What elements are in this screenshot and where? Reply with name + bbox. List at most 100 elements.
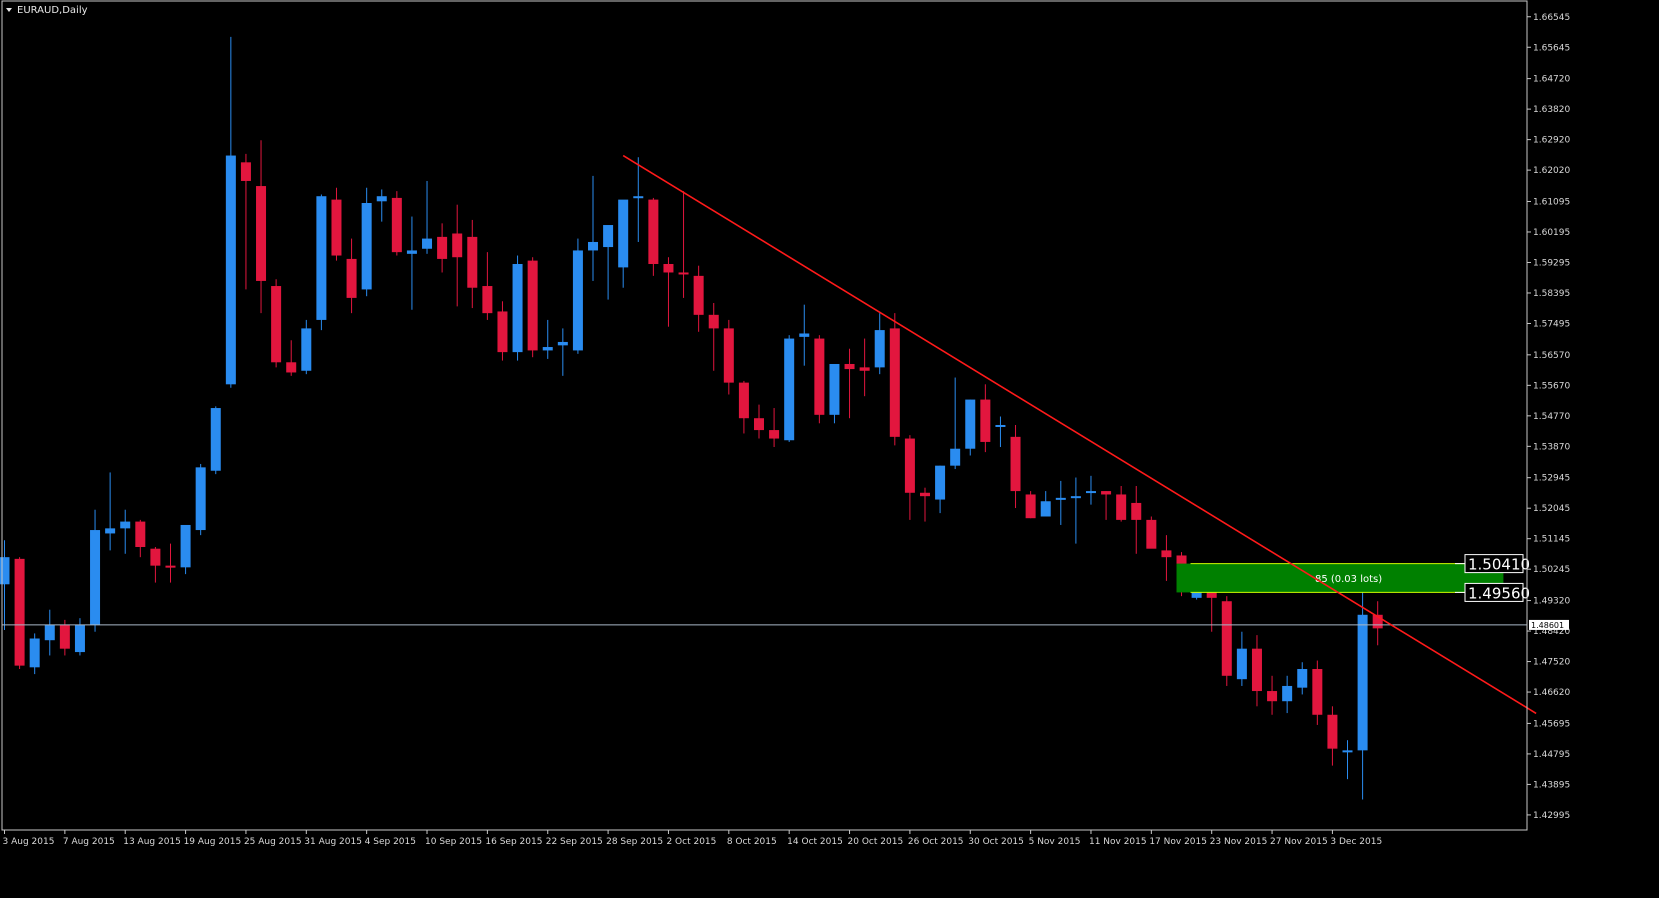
candle [1282,675,1293,714]
candle-body [0,557,10,585]
candle-body [1161,550,1172,558]
y-tick-label: 1.63820 [1533,105,1570,115]
x-tick-label: 19 Aug 2015 [184,837,242,847]
candle [165,543,176,583]
symbol-title: EURAUD,Daily [17,5,88,16]
y-tick: 1.47520 [1527,658,1570,668]
candle-body [678,272,689,275]
chart-title[interactable]: EURAUD,Daily [6,5,88,16]
candle-body [120,521,131,529]
y-tick-label: 1.65645 [1533,43,1570,53]
candle [769,408,780,448]
candle-body [738,382,749,419]
candle-body [950,448,961,466]
candle [904,435,915,520]
y-tick-label: 1.50245 [1533,565,1570,575]
y-tick: 1.48420 [1527,627,1570,637]
candle [678,191,689,298]
candle [316,194,327,331]
candle [497,301,508,361]
sl-tp-zone [1176,563,1504,593]
candle [1357,591,1368,800]
candle-body [648,199,659,265]
candle-body [1070,496,1081,499]
candle-body [1146,519,1157,549]
candle [995,416,1006,448]
candle [738,380,749,434]
candle-body [452,233,463,258]
candle [1327,706,1338,766]
y-tick-label: 1.52045 [1533,504,1570,514]
candle [361,187,372,297]
candle [286,340,297,376]
candle [950,377,961,470]
candle [482,252,493,320]
candle-body [1055,497,1066,500]
time-axis: 3 Aug 2015 7 Aug 2015 13 Aug 2015 19 Aug 20… [3,830,1382,847]
candle [150,547,161,583]
x-tick-label: 10 Sep 2015 [425,837,482,847]
candle [422,180,433,254]
candle-body [105,528,116,534]
candle-body [829,363,840,415]
y-tick-label: 1.49320 [1533,597,1570,607]
x-tick-label: 20 Oct 2015 [848,837,904,847]
candle [814,335,825,424]
candle [467,219,478,309]
candle-body [1101,491,1112,495]
candle [29,633,40,675]
candle [1070,477,1081,544]
candle-body [406,250,417,254]
candle-body [240,162,251,181]
y-tick: 1.54770 [1527,412,1570,422]
candle [512,255,523,361]
candle [889,313,900,446]
candle-body [44,624,55,641]
x-tick-label: 3 Aug 2015 [3,837,55,847]
candle-body [165,565,176,568]
x-tick-label: 27 Nov 2015 [1270,837,1328,847]
price-axis: 1.66545 1.65645 1.64720 1.63820 1.62920 1.620… [1,0,1570,831]
candle-body [572,250,583,351]
candle [0,540,10,631]
x-tick-label: 31 Aug 2015 [304,837,362,847]
x-tick-label: 17 Nov 2015 [1149,837,1207,847]
candle [1055,480,1066,525]
candle-body [195,467,206,531]
candle-body [708,314,719,329]
candle [105,472,116,551]
candle-body [935,465,946,500]
candle-body [1116,494,1127,520]
candle-body [210,408,221,471]
candle [1236,631,1247,686]
y-tick: 1.57495 [1527,319,1570,329]
candle [1131,485,1142,554]
x-tick: 7 Aug 2015 [63,830,115,847]
price-tag-label: 1.50410 [1468,556,1530,574]
current-price-tag: 1.48601 [1529,619,1569,630]
y-tick-label: 1.52945 [1533,474,1570,484]
candle [572,238,583,354]
y-tick-label: 1.59295 [1533,258,1570,268]
candle-body [1131,502,1142,520]
candle [799,304,810,366]
candle [588,175,599,281]
y-tick-label: 1.60195 [1533,228,1570,238]
x-tick-label: 30 Oct 2015 [968,837,1024,847]
candle-body [482,286,493,314]
candle-body [588,241,599,251]
candle-body [542,347,553,351]
x-tick: 25 Aug 2015 [244,830,302,847]
y-tick: 1.62920 [1527,136,1570,146]
price-tag-label: 1.49560 [1468,584,1530,602]
y-tick-label: 1.66545 [1533,13,1570,23]
collapse-triangle-icon[interactable] [6,8,12,12]
x-tick: 22 Sep 2015 [546,830,603,847]
candle [1146,516,1157,549]
x-tick-label: 14 Oct 2015 [787,837,843,847]
candle-body [769,430,780,439]
candle [271,279,282,368]
current-price-label: 1.48601 [1531,621,1564,630]
y-tick-label: 1.57495 [1533,319,1570,329]
